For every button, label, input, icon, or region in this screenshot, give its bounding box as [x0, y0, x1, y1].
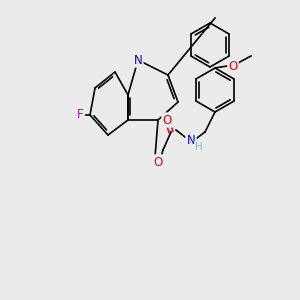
- Text: N: N: [134, 53, 142, 67]
- Text: F: F: [77, 109, 83, 122]
- Text: H: H: [195, 142, 203, 152]
- Text: N: N: [187, 134, 195, 146]
- Text: O: O: [153, 155, 163, 169]
- Text: O: O: [162, 113, 172, 127]
- Text: O: O: [228, 59, 238, 73]
